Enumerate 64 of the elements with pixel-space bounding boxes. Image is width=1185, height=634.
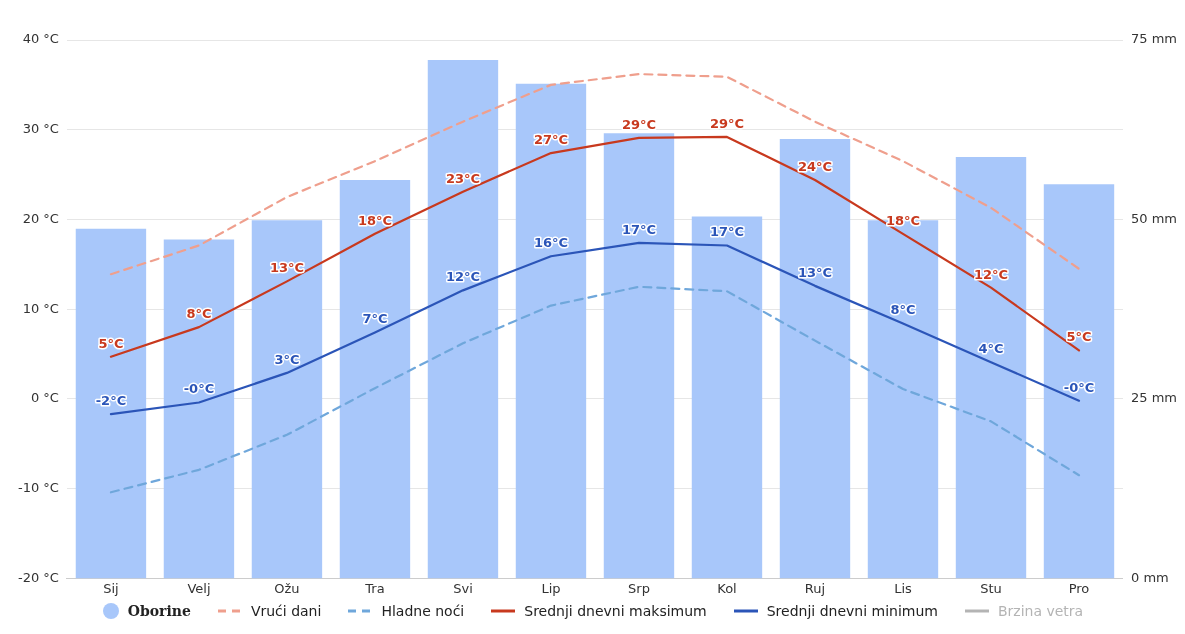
data-label: 23°C xyxy=(445,170,481,186)
legend-label: Hladne noći xyxy=(381,603,465,619)
data-label: 17°C xyxy=(709,224,745,240)
data-label: -2°C xyxy=(95,393,127,409)
x-tick-label: Svi xyxy=(453,580,473,596)
x-tick-label: Ruj xyxy=(804,580,826,596)
data-label: 8°C xyxy=(890,302,916,318)
legend-label: Srednji dnevni minimum xyxy=(766,603,938,619)
x-tick-label: Sij xyxy=(103,580,119,596)
data-label: 17°C xyxy=(621,221,657,237)
x-tick-label: Srp xyxy=(628,580,650,596)
bar xyxy=(1043,184,1115,579)
legend-label: Brzina vetra xyxy=(997,603,1084,619)
data-label: 12°C xyxy=(973,266,1009,282)
data-label: 13°C xyxy=(797,264,833,280)
y2-tick-label: 0 mm xyxy=(1131,569,1169,585)
x-tick-label: Tra xyxy=(364,580,385,596)
data-label: 24°C xyxy=(797,158,833,174)
data-label: 5°C xyxy=(98,335,124,351)
data-label: 3°C xyxy=(274,351,300,367)
bar xyxy=(955,157,1027,579)
x-tick-label: Kol xyxy=(717,580,737,596)
y-tick-label: -10 °C xyxy=(17,480,59,496)
data-label: 27°C xyxy=(533,131,569,147)
data-label: 4°C xyxy=(978,341,1004,357)
y2-tick-label: 25 mm xyxy=(1131,390,1178,406)
y-tick-label: -20 °C xyxy=(17,569,59,585)
data-label: 13°C xyxy=(269,260,305,276)
bar xyxy=(515,83,587,579)
x-tick-label: Pro xyxy=(1068,580,1090,596)
bar xyxy=(427,60,499,579)
bar xyxy=(75,228,147,579)
legend-label: Vrući dani xyxy=(250,603,322,619)
bar xyxy=(691,216,763,579)
data-label: 29°C xyxy=(621,116,657,132)
x-tick-label: Ožu xyxy=(274,580,300,596)
data-label: 12°C xyxy=(445,269,481,285)
y-tick-label: 30 °C xyxy=(22,121,59,137)
y-tick-label: 40 °C xyxy=(22,31,59,47)
y-tick-label: 0 °C xyxy=(30,390,59,406)
y2-tick-label: 75 mm xyxy=(1131,31,1178,47)
data-label: 18°C xyxy=(357,212,393,228)
bar xyxy=(339,179,411,579)
x-tick-label: Stu xyxy=(980,580,1002,596)
bar xyxy=(163,239,235,579)
y-tick-label: 10 °C xyxy=(22,300,59,316)
y-tick-label: 20 °C xyxy=(22,210,59,226)
data-label: -0°C xyxy=(183,381,215,397)
legend-label: Srednji dnevni maksimum xyxy=(524,603,707,619)
data-label: 7°C xyxy=(362,311,388,327)
x-tick-label: Lis xyxy=(894,580,913,596)
data-label: 18°C xyxy=(885,212,921,228)
data-label: -0°C xyxy=(1063,379,1095,395)
x-tick-label: Velj xyxy=(187,580,211,596)
legend-label: Oborine xyxy=(127,603,191,619)
data-label: 5°C xyxy=(1066,329,1092,345)
bar xyxy=(779,139,851,579)
data-label: 8°C xyxy=(186,306,212,322)
data-label: 29°C xyxy=(709,115,745,131)
bar xyxy=(603,133,675,579)
bar xyxy=(251,220,323,579)
x-tick-label: Lip xyxy=(541,580,561,596)
data-label: 16°C xyxy=(533,235,569,251)
y2-tick-label: 50 mm xyxy=(1131,210,1178,226)
